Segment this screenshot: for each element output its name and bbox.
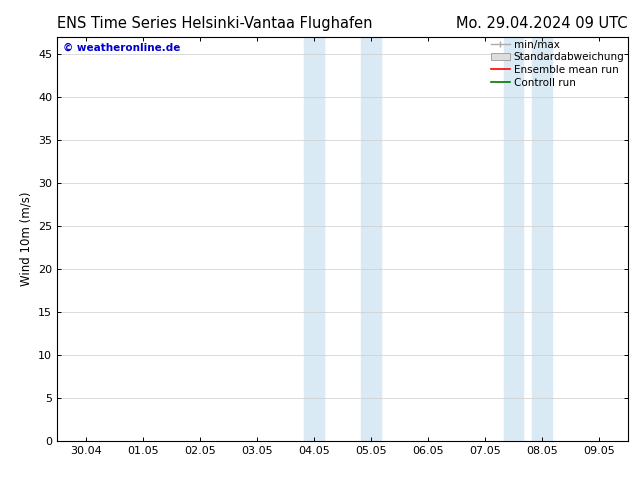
Y-axis label: Wind 10m (m/s): Wind 10m (m/s) (20, 192, 32, 286)
Bar (361, 37, 380, 441)
Text: © weatheronline.de: © weatheronline.de (63, 43, 180, 53)
Text: Mo. 29.04.2024 09 UTC: Mo. 29.04.2024 09 UTC (456, 16, 628, 31)
Bar (533, 37, 552, 441)
Text: ENS Time Series Helsinki-Vantaa Flughafen: ENS Time Series Helsinki-Vantaa Flughafe… (57, 16, 373, 31)
Legend: min/max, Standardabweichung, Ensemble mean run, Controll run: min/max, Standardabweichung, Ensemble me… (489, 38, 626, 90)
Bar (504, 37, 523, 441)
Bar (304, 37, 323, 441)
